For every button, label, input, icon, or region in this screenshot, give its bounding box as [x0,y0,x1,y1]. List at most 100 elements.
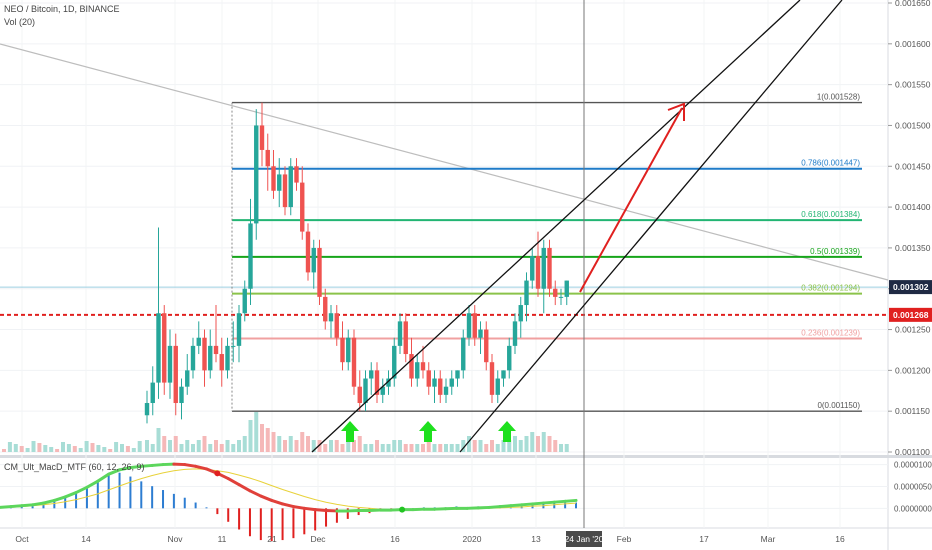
macd-histogram-bar [85,487,88,509]
candle-body [547,247,552,289]
candle-body [501,370,506,379]
volume-bar [432,444,437,452]
channel-lower-line [459,0,843,453]
macd-tick-label: 0.0000100 [894,461,932,470]
volume-bar [530,432,535,452]
macd-line-segment [487,505,502,509]
macd-tick-label: 0.0000050 [894,482,932,491]
volume-bar [369,444,374,452]
macd-histogram-bar [64,497,67,509]
volume-bar [271,432,276,452]
candle-body [484,329,489,363]
time-cursor-badge [566,531,602,547]
target-arrow-shaft [579,107,683,293]
volume-bar [185,440,190,452]
macd-axis[interactable]: 0.0000100 0.0000050 0.0000000 [894,461,932,514]
volume-bar [478,440,483,452]
candle-body [271,166,276,191]
macd-histogram-bar [216,508,219,515]
time-axis[interactable]: Oct 14 Nov 11 21 Dec 16 2020 13 24 Jan '20 Feb 17 Ma… [15,531,845,547]
candle-body [219,354,224,371]
candle-body [466,313,472,338]
candle-body [541,247,546,289]
candle-body [340,337,345,363]
volume-bar [145,440,149,452]
volume-bar [96,445,101,452]
volume-bar [131,448,136,452]
volume-bar [409,444,414,452]
volume-bar [283,440,287,452]
support-price-label: 0.001268 [893,310,929,320]
macd-histogram-bar [564,502,567,509]
volume-bar [137,441,142,452]
macd-histogram-bar [194,502,197,509]
volume-bar [102,447,107,452]
candle-body [167,345,173,383]
macd-line-segment [20,503,35,508]
time-tick-label: Oct [15,534,29,544]
volume-bar [66,444,71,452]
candle-body [455,370,460,379]
macd-line-segment [118,466,132,472]
time-tick-label: 11 [218,534,227,544]
volume-bar [501,440,506,452]
candle-body [386,378,391,387]
macd-histogram-bar [553,502,556,509]
support-price-badge [889,307,932,322]
volume-bar [120,444,124,452]
volume-bar [518,440,523,452]
macd-line-segment [31,501,45,507]
time-tick-label: 14 [81,534,91,544]
macd-tick-label: 0.0000000 [894,504,932,513]
volume-bar [162,436,167,452]
volume-bar [202,436,207,452]
volume-bar [507,440,512,452]
volume-bar [547,436,552,452]
candle-body [535,256,541,289]
candle-body [472,313,477,338]
price-axis[interactable]: 0.001650 0.001600 0.001550 0.001500 0.001450… [888,0,932,457]
green-up-arrow [419,421,437,442]
macd-pane [0,462,578,542]
volume-bar [311,440,316,452]
fib-level-label: 0.618(0.001384) [801,210,860,219]
candle-body [495,378,500,395]
volume-bar [19,446,24,452]
volume-bar [352,440,356,452]
time-tick-label: 13 [531,534,541,544]
volume-bar [150,444,155,452]
macd-line-segment [226,477,241,487]
volume-bar [173,436,178,452]
macd-line-segment [281,502,295,509]
volume-bar [306,436,310,452]
candle-body [558,296,564,298]
candle-body [334,313,339,338]
fib-level-label: 0(0.001150) [817,401,860,410]
price-tick-label: 0.001600 [895,39,931,49]
candle-body [156,313,161,383]
volume-bar [78,448,83,452]
candle-body [231,345,236,347]
volume-bar [340,444,345,452]
macd-line-segment [85,479,100,489]
drawings: 1(0.001528) 0.786(0.001447) 0.618(0.001384… [0,0,889,528]
macd-line-segment [74,485,89,495]
candle-body [248,223,253,289]
macd-histogram-bar [346,508,349,519]
macd-histogram-bar [172,493,175,509]
macd-line-segment [552,499,567,504]
price-tick-label: 0.001650 [895,0,931,8]
macd-line-segment [498,504,513,509]
macd-histogram-bar [292,508,295,539]
volume-bar [317,440,322,452]
candle-body [512,321,518,346]
volume-bar [398,440,402,452]
macd-histogram-bar [140,481,143,509]
candle-body [265,149,270,167]
macd-line-segment [302,506,317,512]
candle-body [351,337,357,387]
macd-histogram-bar [227,508,230,522]
macd-line-segment [139,463,154,468]
volume-bar [108,449,113,452]
